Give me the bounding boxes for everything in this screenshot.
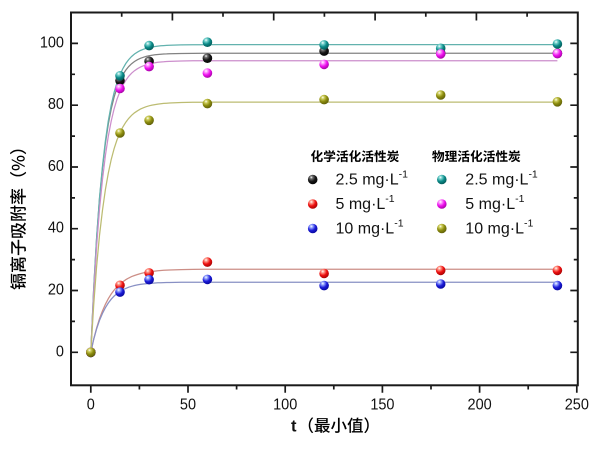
svg-text:t: t — [291, 418, 297, 436]
svg-text:10 mg·L-1: 10 mg·L-1 — [336, 218, 404, 238]
svg-text:60: 60 — [48, 158, 64, 176]
svg-text:20: 20 — [48, 281, 64, 299]
svg-text:100: 100 — [40, 34, 64, 52]
svg-text:10 mg·L-1: 10 mg·L-1 — [465, 218, 533, 238]
svg-text:0: 0 — [56, 343, 64, 361]
svg-text:150: 150 — [370, 396, 394, 414]
svg-text:50: 50 — [180, 396, 196, 414]
svg-text:80: 80 — [48, 96, 64, 114]
svg-text:40: 40 — [48, 219, 64, 237]
svg-text:5 mg·L-1: 5 mg·L-1 — [465, 193, 524, 213]
svg-text:200: 200 — [468, 396, 492, 414]
svg-text:2.5 mg·L-1: 2.5 mg·L-1 — [465, 169, 538, 189]
svg-text:100: 100 — [273, 396, 297, 414]
svg-text:250: 250 — [565, 396, 589, 414]
svg-text:2.5 mg·L-1: 2.5 mg·L-1 — [336, 169, 409, 189]
svg-text:5 mg·L-1: 5 mg·L-1 — [336, 193, 395, 213]
svg-text:0: 0 — [87, 396, 95, 414]
